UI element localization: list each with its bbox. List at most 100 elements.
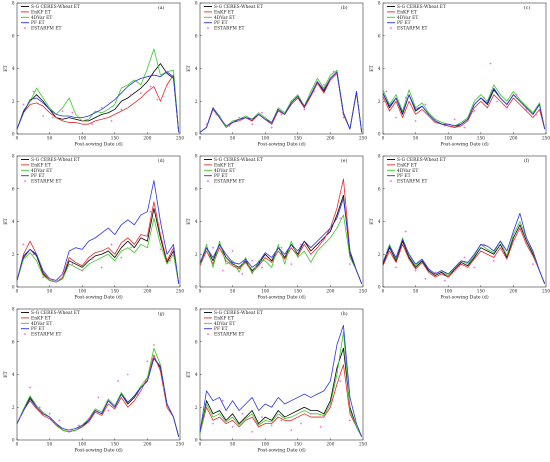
data-point — [110, 243, 113, 246]
y-tick-label: 4 — [195, 66, 198, 71]
data-point — [238, 116, 241, 119]
data-point — [58, 419, 61, 422]
data-point — [348, 263, 351, 266]
y-tick-label: 2 — [12, 405, 15, 410]
panel-letter: (h) — [341, 310, 348, 317]
data-point — [241, 412, 244, 415]
data-point — [313, 90, 316, 93]
chart-panel-8: 0 50 100 150 200 250 0 2 4 6 8 Post-sowing Date (d)… — [186, 307, 367, 454]
data-point — [385, 253, 388, 256]
chart-panel-5: 0 50 100 150 200 250 0 2 4 6 8 Post-sowing Date (d)… — [186, 154, 367, 301]
data-point — [139, 236, 142, 239]
y-tick-label: 6 — [195, 339, 198, 344]
x-tick-label: 100 — [78, 442, 86, 447]
series-line — [199, 178, 363, 284]
x-tick-label: 100 — [261, 442, 269, 447]
legend-swatch — [23, 332, 27, 336]
data-point — [453, 269, 456, 272]
data-point — [434, 271, 437, 274]
data-point — [339, 217, 342, 220]
data-point — [483, 243, 486, 246]
x-tick-label: 50 — [230, 136, 236, 141]
legend-swatch — [206, 179, 210, 183]
data-point — [319, 425, 322, 428]
series-line — [382, 84, 546, 130]
x-tick-label: 200 — [326, 289, 334, 294]
legend-label: PF ET — [214, 327, 228, 332]
data-point — [215, 113, 218, 116]
data-point — [61, 110, 64, 113]
panel-letter: (b) — [341, 4, 348, 11]
y-tick-label: 4 — [378, 66, 381, 71]
data-point — [130, 93, 133, 96]
data-point — [159, 248, 162, 251]
data-point — [42, 276, 45, 279]
data-point — [303, 108, 306, 111]
data-point — [48, 412, 51, 415]
data-point — [149, 85, 152, 88]
legend-label: 4DVar ET — [31, 169, 52, 174]
data-point — [473, 110, 476, 113]
legend-label: ESTARFM ET — [397, 27, 428, 32]
chart-panel-3: 0 50 100 150 200 250 0 2 4 6 8 Post-sowing Date (d)… — [369, 1, 550, 148]
y-axis-label: ET — [3, 370, 9, 377]
y-tick-label: 8 — [195, 307, 198, 312]
data-point — [202, 256, 205, 259]
data-point — [434, 118, 437, 121]
data-point — [489, 62, 492, 65]
data-point — [260, 266, 263, 269]
data-point — [152, 344, 155, 347]
data-point — [77, 424, 80, 427]
data-point — [19, 416, 22, 419]
legend-label: ESTARFM ET — [31, 180, 62, 185]
x-tick-label: 0 — [199, 136, 202, 141]
legend-label: EnKF ET — [397, 163, 417, 168]
data-point — [322, 83, 325, 86]
data-point — [87, 417, 90, 420]
data-point — [535, 113, 538, 116]
series-line — [16, 354, 180, 437]
y-axis-label: ET — [186, 64, 192, 71]
x-tick-label: 250 — [176, 289, 184, 294]
chart-panel-6: 0 50 100 150 200 250 0 2 4 6 8 Post-sowing Date (d)… — [369, 154, 550, 301]
y-tick-label: 2 — [12, 99, 15, 104]
y-tick-label: 2 — [378, 252, 381, 257]
legend-label: EnKF ET — [397, 10, 417, 15]
y-tick-label: 4 — [195, 219, 198, 224]
x-tick-label: 250 — [176, 136, 184, 141]
legend-label: ESTARFM ET — [214, 180, 245, 185]
data-point — [443, 279, 446, 282]
series-line — [16, 71, 180, 133]
data-point — [97, 396, 100, 399]
data-point — [110, 119, 113, 122]
legend-label: S-G CERES-Wheat ET — [214, 158, 263, 163]
panel-letter: (d) — [158, 157, 165, 164]
y-tick-label: 2 — [195, 405, 198, 410]
legend-label: PF ET — [397, 21, 411, 26]
legend-label: PF ET — [31, 21, 45, 26]
x-tick-label: 0 — [382, 136, 385, 141]
x-tick-label: 150 — [111, 289, 119, 294]
data-point — [300, 422, 303, 425]
y-tick-label: 2 — [378, 99, 381, 104]
legend-label: S-G CERES-Wheat ET — [397, 158, 446, 163]
series-line — [382, 227, 546, 284]
panel-letter: (a) — [158, 4, 165, 11]
data-point — [502, 249, 505, 252]
data-point — [251, 123, 254, 126]
data-point — [329, 227, 332, 230]
x-tick-label: 0 — [199, 289, 202, 294]
x-tick-label: 0 — [199, 442, 202, 447]
data-point — [100, 266, 103, 269]
x-tick-label: 150 — [111, 136, 119, 141]
x-tick-label: 250 — [542, 136, 550, 141]
x-tick-label: 200 — [143, 442, 151, 447]
data-point — [241, 272, 244, 275]
x-tick-label: 150 — [294, 289, 302, 294]
data-point — [453, 118, 456, 121]
legend-label: EnKF ET — [214, 163, 234, 168]
data-point — [395, 116, 398, 119]
series-line — [382, 94, 546, 130]
series-line — [199, 364, 363, 437]
y-tick-label: 8 — [12, 154, 15, 159]
